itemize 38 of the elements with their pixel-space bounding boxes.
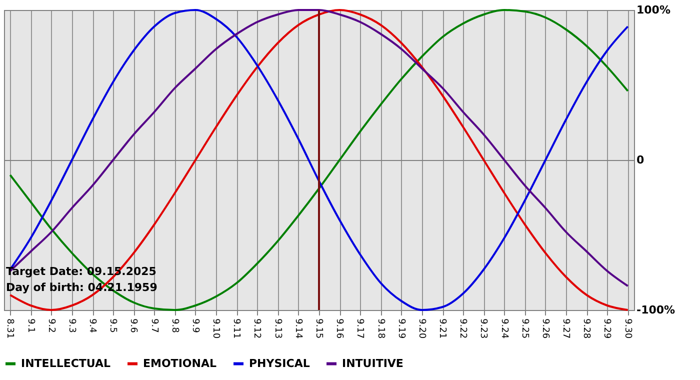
x-tick-label: 9.10 [210,318,221,339]
x-tick-label: 9.30 [622,318,632,339]
x-tick-label: 9.20 [416,318,426,339]
y-tick-label: 100% [636,4,670,16]
x-tick-label: 9.12 [252,318,262,339]
x-tick-label: 9.29 [602,318,612,339]
x-tick-label: 9.4 [87,318,98,334]
x-tick-label: 9.13 [272,318,282,339]
x-tick-label: 9.25 [519,318,530,339]
x-tick-label: 9.22 [458,318,468,339]
x-tick-label: 9.17 [354,318,365,339]
x-tick-label: 9.5 [108,318,118,333]
legend-label: PHYSICAL [249,356,310,370]
x-tick-label: 9.28 [581,318,592,339]
y-tick-label: -100% [636,304,676,316]
legend-label: EMOTIONAL [143,356,216,370]
x-tick-label: 9.8 [169,318,180,334]
x-tick-label: 9.6 [128,318,138,334]
x-tick-label: 9.7 [148,318,159,333]
x-tick-label: 9.26 [540,318,550,339]
y-tick-label: 0 [636,154,644,166]
x-tick-label: 9.16 [334,318,344,339]
x-tick-label: 9.2 [46,318,56,333]
x-tick-label: 9.9 [190,318,200,334]
legend-label: INTUITIVE [342,356,404,370]
x-tick-label: 9.3 [66,318,76,333]
legend-label: INTELLECTUAL [21,356,111,370]
x-tick-label: 9.11 [231,318,242,339]
x-tick-label: 9.14 [292,318,303,339]
x-tick-label: 9.23 [478,318,488,339]
x-tick-label: 9.19 [396,318,406,339]
x-tick-label: 8.31 [4,318,15,339]
x-tick-label: 9.24 [498,318,509,339]
x-tick-label: 9.1 [25,318,36,333]
x-tick-label: 9.15 [314,318,324,339]
x-tick-label: 9.27 [560,318,571,339]
x-tick-label: 9.18 [375,318,386,339]
x-tick-label: 9.21 [437,318,448,339]
